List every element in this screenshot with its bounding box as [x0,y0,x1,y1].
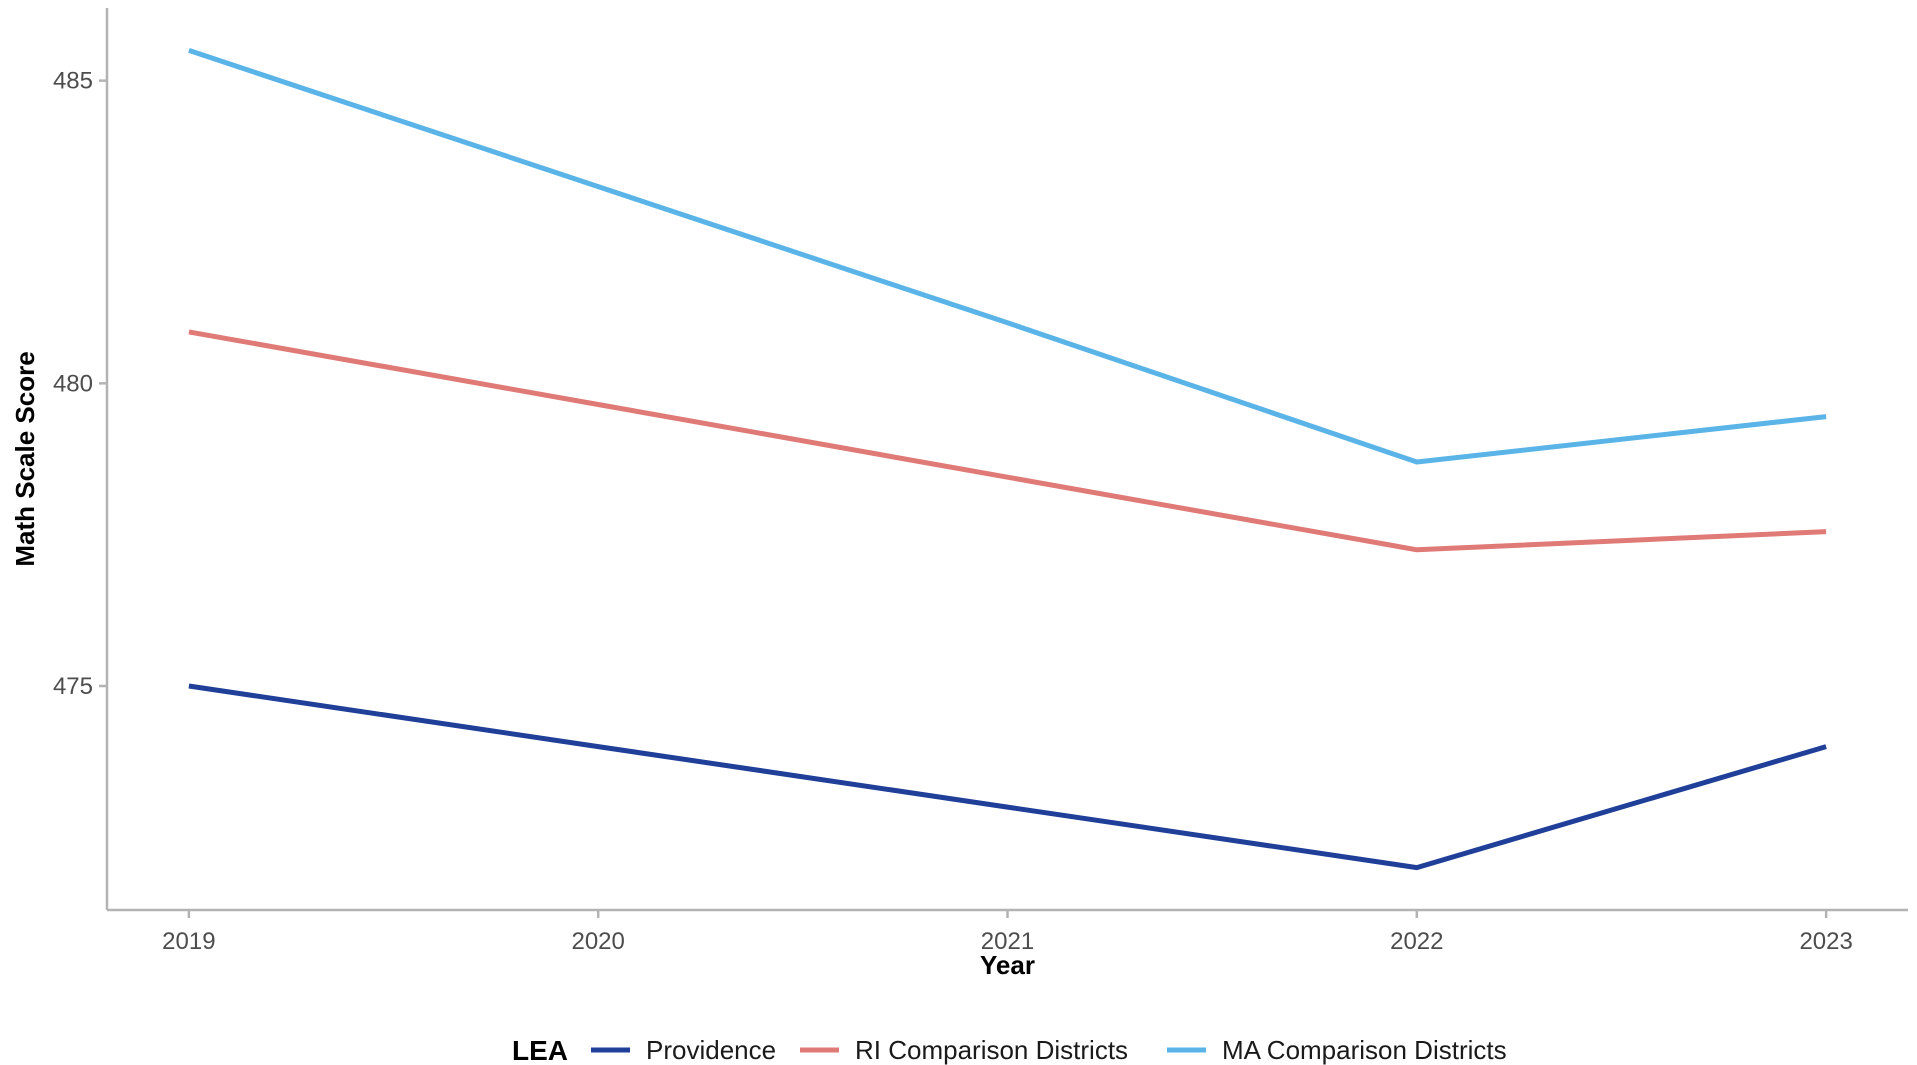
y-tick-label: 485 [53,68,93,95]
legend-items: Providence RI Comparison Districts MA Comp… [591,1035,1507,1065]
legend-title: LEA [512,1035,568,1065]
series-line-ma-comparison-districts [188,48,1827,465]
legend-label-ma-comparison-districts: MA Comparison Districts [1222,1035,1507,1065]
x-tick-label: 2023 [1799,928,1852,955]
series-lines [188,48,1827,871]
y-tick-label: 475 [53,673,93,700]
y-axis-ticks: 475 480 485 [53,68,107,700]
x-tick-label: 2020 [571,928,624,955]
x-tick-label: 2019 [162,928,215,955]
legend-label-providence: Providence [646,1035,776,1065]
x-tick-label: 2022 [1390,928,1443,955]
legend: LEA Providence RI Comparison Districts MA … [512,1035,1507,1065]
legend-label-ri-comparison-districts: RI Comparison Districts [855,1035,1128,1065]
series-line-ri-comparison-districts [188,329,1827,553]
y-axis-title: Math Scale Score [10,351,40,566]
x-tick-label: 2021 [981,928,1034,955]
x-axis-ticks: 2019 2020 2021 2022 2023 [162,910,1853,955]
series-line-providence [188,683,1827,871]
y-tick-label: 480 [53,370,93,397]
axes: 475 480 485 2019 2020 2021 2022 2023 [53,8,1908,955]
x-axis-title: Year [980,950,1035,980]
